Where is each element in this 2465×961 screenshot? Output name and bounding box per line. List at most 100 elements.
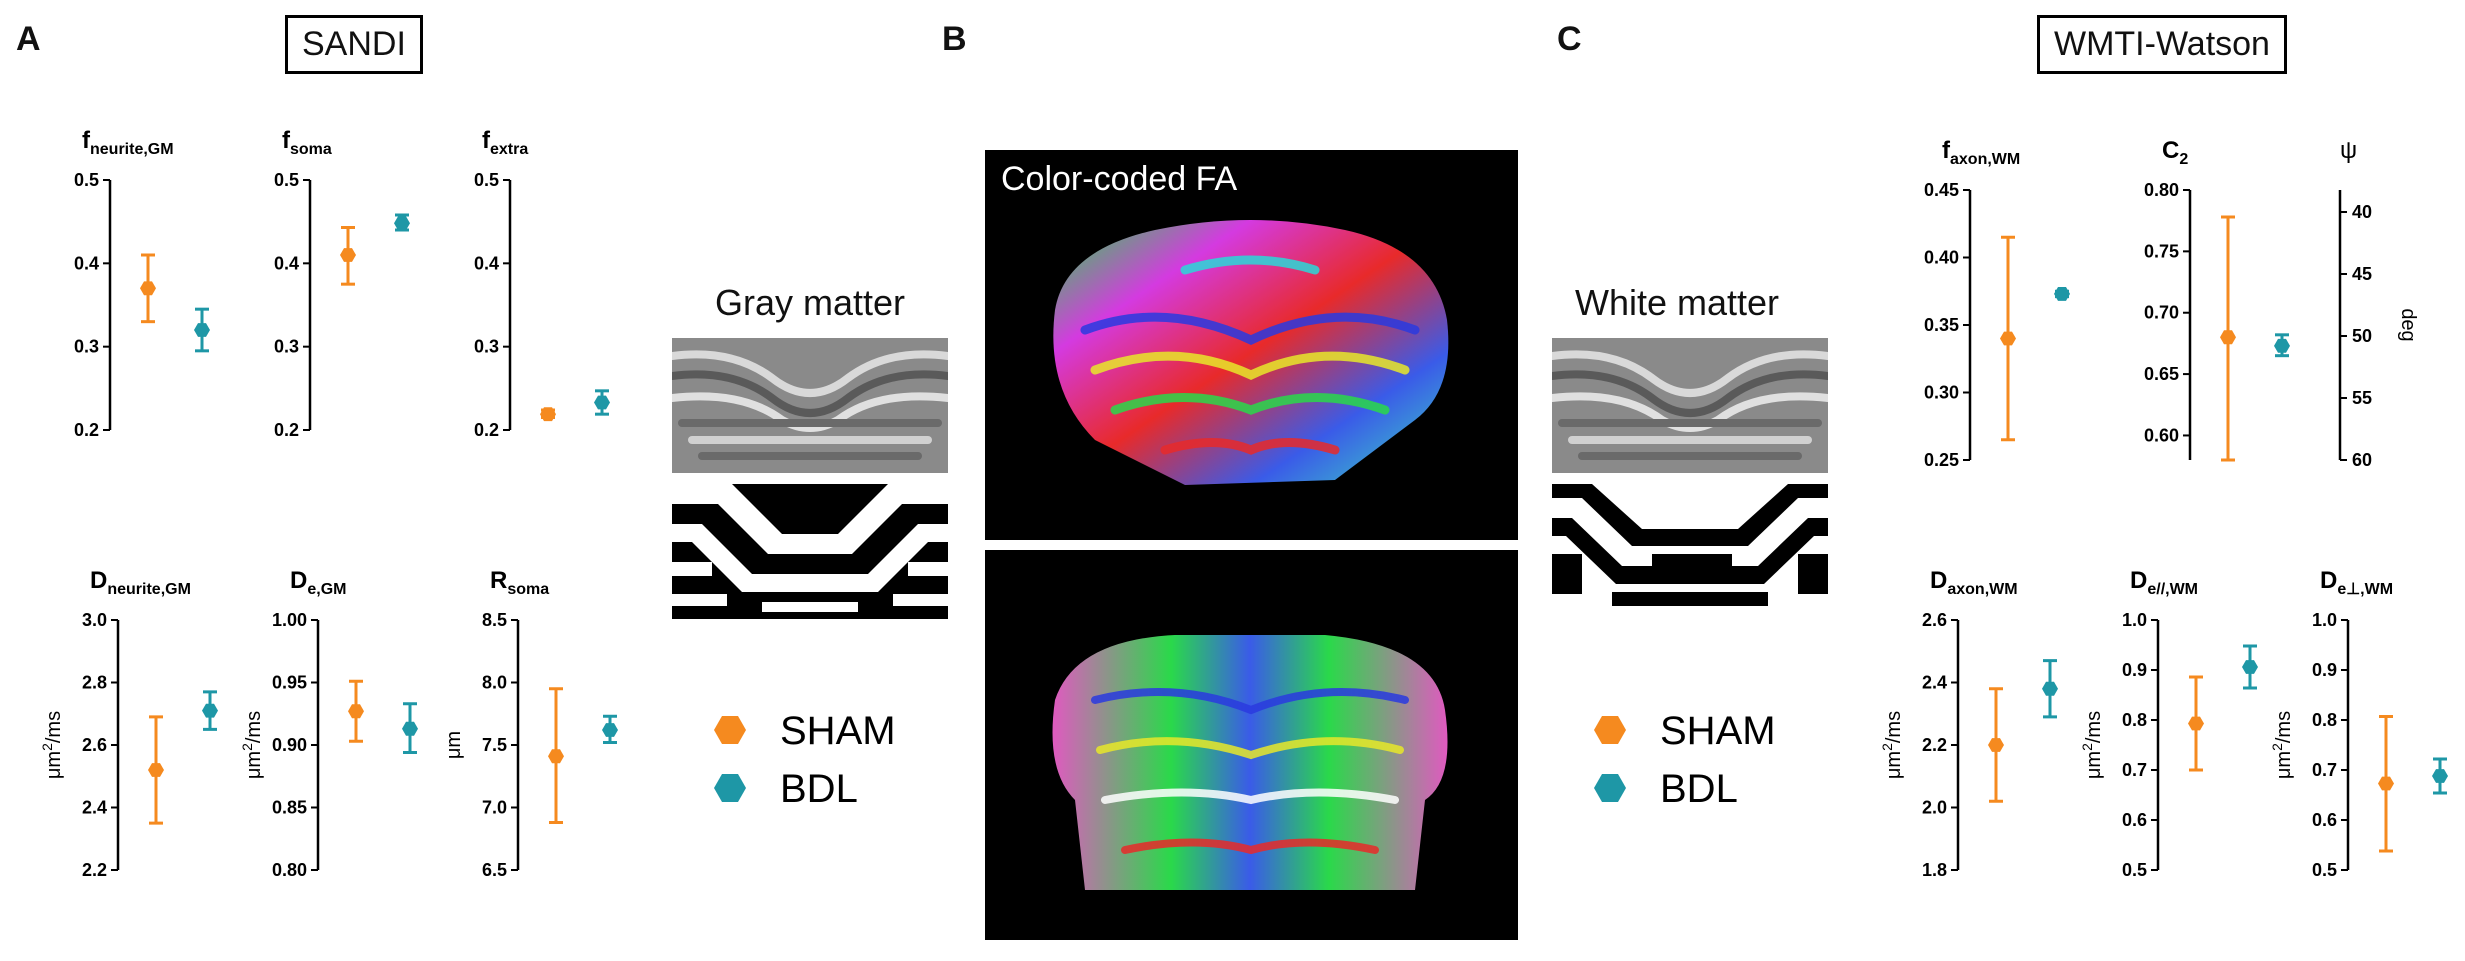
y-tick-label: 0.75 — [2144, 241, 2179, 261]
y-tick-label: 0.5 — [2122, 860, 2147, 880]
data-point-sham — [548, 749, 564, 764]
y-tick-label: 0.25 — [1924, 450, 1959, 470]
legend-sham-marker — [714, 716, 746, 744]
legend-right: SHAM BDL — [1594, 709, 1776, 811]
data-point-bdl — [2042, 681, 2058, 696]
y-tick-label: 0.5 — [274, 170, 299, 190]
y-axis-label: μm2/ms — [40, 711, 65, 779]
y-tick-label: 0.70 — [2144, 303, 2179, 323]
data-point-sham — [2188, 716, 2204, 731]
data-point-bdl — [602, 723, 618, 737]
y-tick-label: 0.2 — [474, 420, 499, 440]
data-point-bdl — [402, 721, 418, 736]
y-tick-label: 0.5 — [474, 170, 499, 190]
gray-matter-mask-image — [672, 484, 948, 619]
y-tick-label: 2.2 — [82, 860, 107, 880]
data-point-sham — [140, 281, 156, 296]
chart-f-extra: fextra 0.2 0.3 0.4 0.5 — [474, 127, 610, 440]
chart-f-neurite-gm: fneurite,GM 0.2 0.3 0.4 0.5 — [74, 127, 210, 440]
y-tick-label: 0.4 — [274, 253, 299, 273]
chart-d-e-par-wm: De//,WM 0.5 0.6 0.7 0.8 0.9 1.0 μm2/ms — [2080, 567, 2258, 880]
chart-title: fsoma — [282, 127, 332, 158]
y-axis-label: μm — [443, 731, 465, 759]
y-tick-label: 0.6 — [2312, 810, 2337, 830]
wmti-title-box: WMTI-Watson — [2037, 15, 2287, 74]
data-point-sham — [340, 248, 356, 262]
y-tick-label: 0.2 — [274, 420, 299, 440]
data-point-sham — [2220, 330, 2236, 345]
chart-f-soma: fsoma 0.2 0.3 0.4 0.5 — [274, 127, 410, 440]
y-tick-label: 1.0 — [2122, 610, 2147, 630]
data-point-sham — [148, 763, 164, 777]
data-point-sham — [2000, 331, 2016, 346]
data-point-bdl — [2274, 338, 2290, 353]
legend-bdl-marker — [714, 774, 746, 802]
data-point-bdl — [394, 216, 410, 231]
chart-title-psi: ψ — [2340, 137, 2357, 164]
fa-label: Color-coded FA — [1001, 160, 1238, 198]
fa-brain-bottom — [1052, 635, 1448, 890]
y-axis-label: μm2/ms — [1880, 711, 1905, 779]
chart-title: Rsoma — [490, 567, 549, 598]
gray-matter-title: Gray matter — [715, 282, 906, 323]
chart-title: De,GM — [290, 567, 346, 598]
y-tick-label: 3.0 — [82, 610, 107, 630]
y-tick-label: 8.0 — [482, 673, 507, 693]
y2-tick-label: 45 — [2352, 264, 2372, 284]
y2-tick-label: 40 — [2352, 202, 2372, 222]
y-tick-label: 0.5 — [74, 170, 99, 190]
chart-d-neurite-gm: Dneurite,GM 2.2 2.4 2.6 2.8 3.0 μm2/ms — [40, 567, 218, 880]
data-point-bdl — [202, 703, 218, 718]
y-tick-label: 8.5 — [482, 610, 507, 630]
y-tick-label: 7.5 — [482, 735, 507, 755]
y-tick-label: 0.80 — [272, 860, 307, 880]
y-tick-label: 0.95 — [272, 673, 307, 693]
y-tick-label: 0.80 — [2144, 180, 2179, 200]
white-matter-mri-image — [1552, 338, 1828, 473]
y-tick-label: 0.7 — [2122, 760, 2147, 780]
panel-b-label: B — [942, 20, 967, 58]
y-tick-label: 2.4 — [1922, 673, 1947, 693]
y-tick-label: 0.35 — [1924, 315, 1959, 335]
data-point-bdl — [2242, 660, 2258, 674]
y-tick-label: 0.3 — [474, 337, 499, 357]
gray-matter-mri-image — [672, 338, 948, 473]
y-tick-label: 0.9 — [2312, 660, 2337, 680]
y-tick-label: 0.4 — [74, 253, 99, 273]
data-point-sham — [348, 704, 364, 719]
chart-d-e-gm: De,GM 0.80 0.85 0.90 0.95 1.00 μm2/ms — [240, 567, 418, 880]
chart-title: De//,WM — [2130, 567, 2198, 598]
y-tick-label: 0.5 — [2312, 860, 2337, 880]
data-point-sham — [1988, 738, 2004, 752]
y-tick-label: 2.6 — [82, 735, 107, 755]
y-axis-label: μm2/ms — [240, 711, 265, 779]
white-matter-mask-image — [1552, 484, 1828, 619]
panel-a-label: A — [16, 20, 41, 58]
chart-c2-psi: C2 ψ 0.60 0.65 0.70 0.75 0.80 40 45 50 55 60 deg — [2144, 137, 2419, 470]
y-tick-label: 0.8 — [2312, 710, 2337, 730]
y-tick-label: 0.2 — [74, 420, 99, 440]
y-tick-label: 0.8 — [2122, 710, 2147, 730]
y-tick-label: 0.60 — [2144, 425, 2179, 445]
y2-tick-label: 55 — [2352, 388, 2372, 408]
legend-left: SHAM BDL — [714, 709, 896, 811]
chart-d-axon-wm: Daxon,WM 1.8 2.0 2.2 2.4 2.6 μm2/ms — [1880, 567, 2058, 880]
y-tick-label: 1.8 — [1922, 860, 1947, 880]
y-tick-label: 1.0 — [2312, 610, 2337, 630]
chart-title: Daxon,WM — [1930, 567, 2018, 598]
y-tick-label: 0.3 — [274, 337, 299, 357]
y-tick-label: 2.2 — [1922, 735, 1947, 755]
y-tick-label: 0.3 — [74, 337, 99, 357]
chart-title: C2 — [2162, 137, 2188, 168]
sandi-title-box: SANDI — [285, 15, 423, 74]
legend-bdl-marker — [1594, 774, 1626, 802]
legend-sham-label: SHAM — [780, 709, 896, 753]
y-tick-label: 2.8 — [82, 673, 107, 693]
legend-sham-label: SHAM — [1660, 709, 1776, 753]
y-tick-label: 0.90 — [272, 735, 307, 755]
y-tick-label: 0.65 — [2144, 364, 2179, 384]
y2-axis-label: deg — [2397, 308, 2419, 341]
chart-r-soma: Rsoma 6.5 7.0 7.5 8.0 8.5 μm — [443, 567, 618, 880]
y-tick-label: 6.5 — [482, 860, 507, 880]
y-tick-label: 0.40 — [1924, 248, 1959, 268]
